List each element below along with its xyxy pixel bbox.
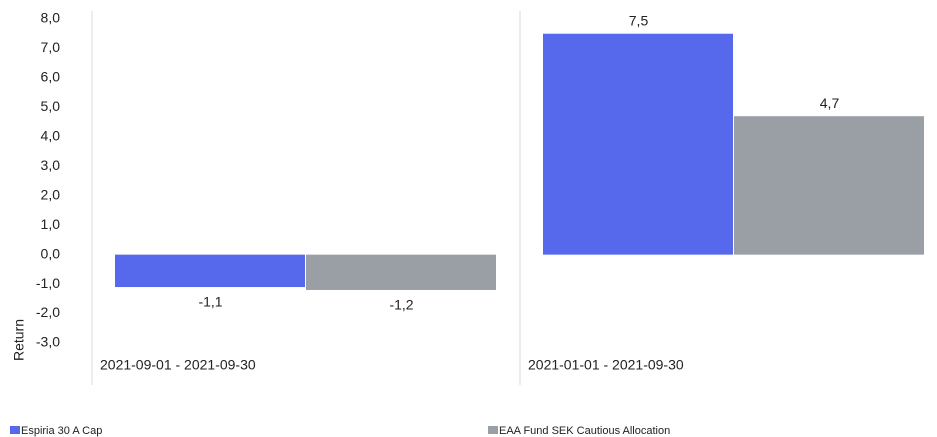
y-tick-label: 1,0 bbox=[41, 216, 61, 232]
y-axis-label: Return bbox=[11, 319, 27, 361]
y-tick-label: -2,0 bbox=[36, 304, 60, 320]
data-label: 4,7 bbox=[820, 95, 840, 111]
data-label: -1,1 bbox=[198, 294, 222, 310]
y-tick-label: 0,0 bbox=[41, 245, 61, 261]
y-tick-label: 8,0 bbox=[41, 10, 61, 26]
bar bbox=[543, 33, 733, 255]
y-tick-label: 5,0 bbox=[41, 98, 61, 114]
legend-label: EAA Fund SEK Cautious Allocation bbox=[499, 425, 670, 437]
y-tick-label: -3,0 bbox=[36, 334, 60, 350]
y-tick-label: 6,0 bbox=[41, 69, 61, 85]
legend-swatch bbox=[488, 426, 498, 434]
y-tick-label: 3,0 bbox=[41, 157, 61, 173]
data-label: 7,5 bbox=[629, 12, 649, 28]
x-tick-label: 2021-09-01 - 2021-09-30 bbox=[100, 357, 256, 373]
legend-label: Espiria 30 A Cap bbox=[21, 425, 102, 437]
y-tick-label: -1,0 bbox=[36, 275, 60, 291]
y-tick-label: 7,0 bbox=[41, 39, 61, 55]
x-tick-label: 2021-01-01 - 2021-09-30 bbox=[528, 357, 684, 373]
bar bbox=[734, 116, 924, 255]
bar bbox=[115, 254, 305, 288]
legend-swatch bbox=[10, 426, 20, 434]
data-label: -1,2 bbox=[389, 297, 413, 313]
bar bbox=[306, 254, 496, 290]
y-tick-label: 2,0 bbox=[41, 186, 61, 202]
y-tick-label: 4,0 bbox=[41, 128, 61, 144]
